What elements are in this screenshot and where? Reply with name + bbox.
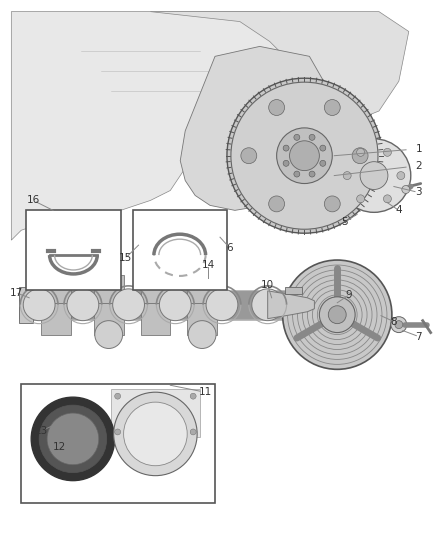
Text: 15: 15 [119,253,132,263]
Circle shape [320,160,326,166]
Circle shape [268,100,285,116]
Circle shape [188,321,216,349]
Circle shape [113,289,145,321]
Circle shape [31,397,115,481]
Circle shape [309,171,315,177]
Circle shape [294,134,300,140]
Circle shape [115,429,120,435]
Circle shape [357,195,364,203]
Circle shape [294,171,300,177]
Text: 5: 5 [341,217,347,227]
Circle shape [23,289,55,321]
Text: 4: 4 [396,205,402,215]
Circle shape [114,392,197,475]
Polygon shape [141,275,170,303]
Polygon shape [187,275,217,303]
Circle shape [277,128,332,183]
Polygon shape [187,303,217,335]
Circle shape [337,139,411,212]
Bar [285,287,303,294]
Circle shape [95,321,123,349]
Circle shape [141,261,170,289]
Polygon shape [268,291,314,319]
Circle shape [252,289,283,321]
Polygon shape [41,303,71,335]
Bar [26,211,120,290]
Bar [111,389,200,437]
Circle shape [283,260,392,369]
Circle shape [395,321,403,329]
Circle shape [124,402,187,466]
Circle shape [67,289,99,321]
Bar [19,287,33,322]
Circle shape [383,195,392,203]
Circle shape [206,289,238,321]
Circle shape [283,160,289,166]
Circle shape [231,82,378,229]
Circle shape [309,134,315,140]
Text: 6: 6 [226,243,233,253]
Circle shape [241,148,257,164]
Circle shape [190,393,196,399]
Circle shape [283,145,289,151]
Circle shape [42,261,70,289]
Circle shape [397,172,405,180]
Circle shape [343,172,351,180]
Text: 2: 2 [415,160,422,171]
Circle shape [62,435,70,443]
Text: 3: 3 [415,188,422,197]
Circle shape [47,413,99,465]
Circle shape [319,297,355,333]
Circle shape [328,306,346,324]
Circle shape [290,141,319,171]
Circle shape [391,317,407,333]
Polygon shape [180,46,334,211]
Bar [133,211,227,290]
Text: 8: 8 [391,317,397,327]
Polygon shape [41,275,71,303]
Polygon shape [94,275,124,303]
Circle shape [227,78,382,233]
Polygon shape [94,303,124,335]
Text: 14: 14 [201,260,215,270]
Polygon shape [150,12,409,160]
Circle shape [190,429,196,435]
Circle shape [159,289,191,321]
Circle shape [213,230,223,240]
Circle shape [383,148,392,156]
Text: 11: 11 [198,387,212,397]
Text: 9: 9 [346,290,353,300]
Circle shape [320,145,326,151]
Text: 1: 1 [415,144,422,154]
Circle shape [115,393,120,399]
Text: 13: 13 [35,426,48,436]
Circle shape [324,100,340,116]
Circle shape [360,161,388,190]
Text: 16: 16 [27,196,40,205]
Circle shape [268,196,285,212]
Circle shape [402,185,410,193]
Polygon shape [11,12,309,240]
Text: 7: 7 [415,332,422,342]
Text: 10: 10 [261,280,274,290]
Text: 17: 17 [10,288,23,298]
Circle shape [39,405,107,473]
Bar [21,384,215,504]
Circle shape [324,196,340,212]
Circle shape [357,148,364,156]
Circle shape [352,148,368,164]
Text: 12: 12 [53,442,66,452]
Polygon shape [141,303,170,335]
